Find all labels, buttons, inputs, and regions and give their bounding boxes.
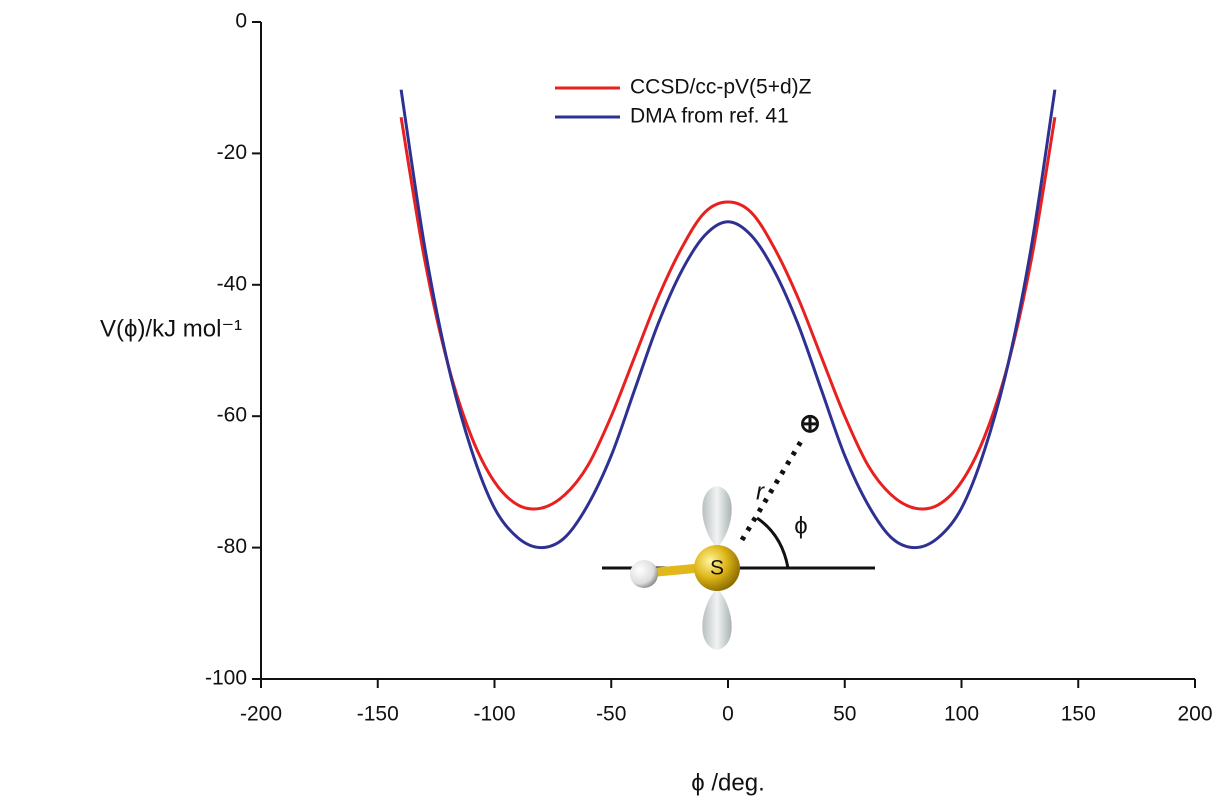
y-tick-label: -20 xyxy=(217,141,247,164)
x-tick-label: -50 xyxy=(596,703,626,726)
r-label: r xyxy=(756,478,765,505)
y-tick-label: -60 xyxy=(217,404,247,427)
legend-label: DMA from ref. 41 xyxy=(630,105,789,128)
x-tick-label: 200 xyxy=(1177,703,1212,726)
x-tick-label: -100 xyxy=(473,703,515,726)
y-tick-label: -100 xyxy=(205,667,247,690)
angle-label: ϕ xyxy=(794,512,807,539)
distance-line xyxy=(739,436,806,542)
x-tick-label: -150 xyxy=(357,703,399,726)
series-line xyxy=(399,89,1057,550)
x-tick-label: 50 xyxy=(833,703,856,726)
charge-label: ⊕ xyxy=(799,408,821,438)
molecule-inset: S r ϕ ⊕ xyxy=(602,408,875,650)
x-tick-label: 0 xyxy=(722,703,734,726)
series-line xyxy=(399,117,1057,511)
x-tick-label: 100 xyxy=(944,703,979,726)
y-tick-label: -40 xyxy=(217,272,247,295)
orbital-lobe xyxy=(702,588,732,650)
y-tick-label: -80 xyxy=(217,535,247,558)
x-axis-label: ϕ /deg. xyxy=(691,769,765,796)
x-tick-label: -200 xyxy=(240,703,282,726)
h-atom xyxy=(630,560,658,588)
atom-label: S xyxy=(710,557,724,580)
legend-label: CCSD/cc-pV(5+d)Z xyxy=(630,76,812,99)
y-tick-label: 0 xyxy=(235,10,247,33)
s-atom xyxy=(694,545,740,591)
y-axis-label: V(ϕ)/kJ mol⁻¹ xyxy=(100,315,242,342)
x-tick-label: 150 xyxy=(1061,703,1096,726)
orbital-lobe xyxy=(702,486,732,548)
angle-arc xyxy=(756,516,790,569)
